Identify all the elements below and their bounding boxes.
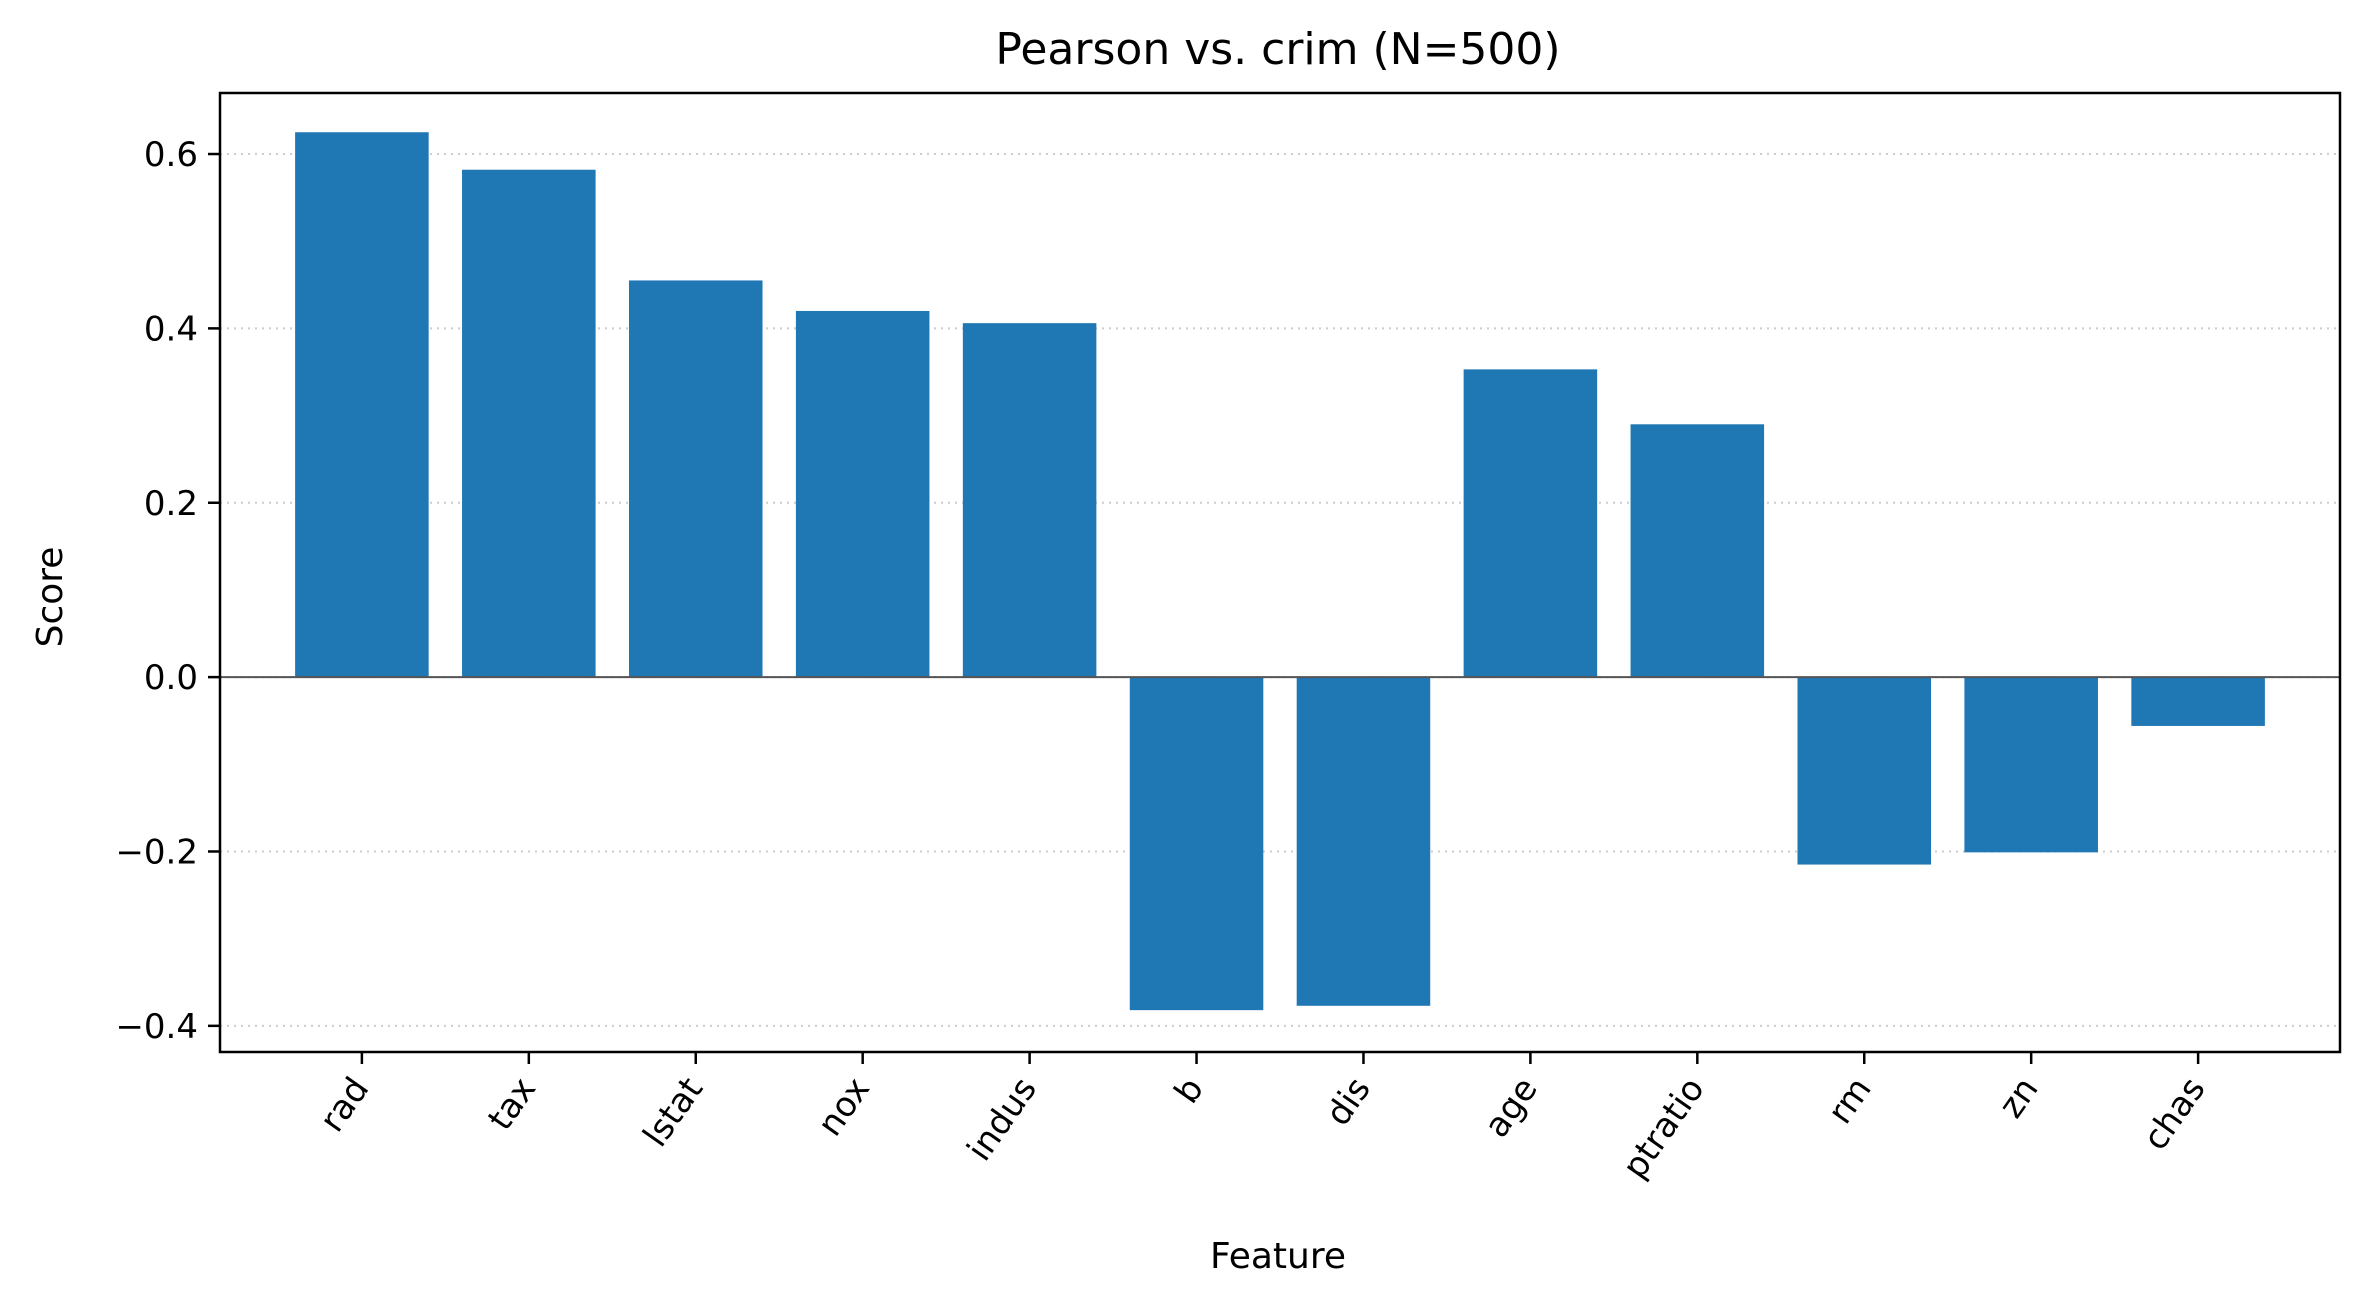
bar-rad [295,132,429,678]
x-tick-label: age [1477,1070,1546,1145]
y-tick-label: 0.4 [144,309,198,349]
x-tick-label: tax [480,1070,544,1137]
x-tick-label: chas [2136,1070,2214,1157]
x-axis-ticks: rad tax lstat nox indus b dis age ptratio rm zn cha… [312,1052,2213,1186]
bar-chas [2131,677,2265,726]
chart-title: Pearson vs. crim (N=500) [995,24,1560,75]
bar-tax [462,169,596,678]
bars [295,132,2265,1011]
bar-indus [962,323,1097,678]
bar-lstat [628,280,763,678]
y-axis-ticks: −0.4 −0.2 0.0 0.2 0.4 0.6 [115,135,220,1047]
bar-dis [1296,677,1431,1006]
y-tick-label: −0.2 [115,832,198,872]
x-tick-label: lstat [636,1070,712,1154]
x-tick-label: rad [312,1070,377,1139]
x-tick-label: indus [960,1070,1045,1168]
plot-frame [218,91,2342,1054]
x-tick-label: rm [1820,1070,1879,1131]
x-tick-label: dis [1318,1070,1379,1133]
x-axis-title: Feature [1210,1236,1346,1277]
bar-age [1463,369,1598,678]
y-tick-label: 0.6 [144,135,198,175]
x-tick-label: zn [1991,1070,2046,1125]
y-axis-title: Score [30,547,71,648]
x-tick-label: nox [810,1070,878,1143]
bar-rm [1797,677,1932,865]
y-tick-label: −0.4 [115,1007,198,1047]
y-tick-label: 0.0 [144,658,198,698]
y-tick-label: 0.2 [144,484,198,524]
x-tick-label: b [1167,1070,1212,1111]
bar-ptratio [1630,424,1765,678]
x-tick-label: ptratio [1615,1070,1713,1186]
bar-nox [795,310,930,678]
bar-b [1129,677,1264,1011]
bar-zn [1964,677,2098,853]
